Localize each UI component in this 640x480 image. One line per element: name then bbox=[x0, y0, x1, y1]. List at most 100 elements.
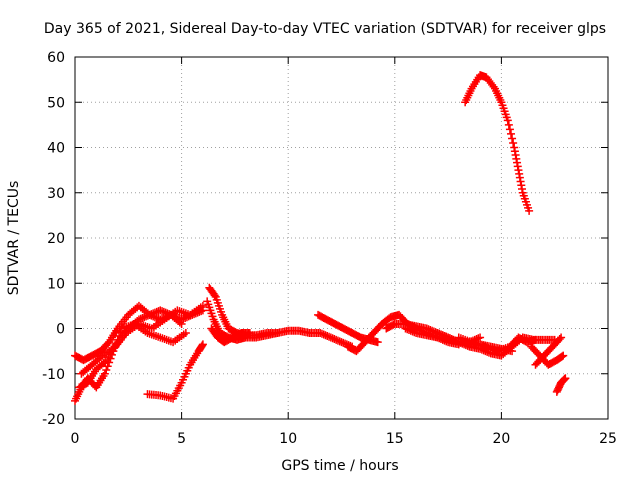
series-arc-start-3 bbox=[75, 306, 186, 392]
data-point bbox=[101, 357, 110, 366]
y-tick-label: 60 bbox=[47, 50, 65, 66]
plot-frame bbox=[74, 56, 609, 420]
data-point bbox=[321, 331, 330, 340]
y-tick-label: 10 bbox=[47, 276, 65, 292]
x-tick-label: 10 bbox=[279, 431, 297, 447]
data-point bbox=[245, 329, 254, 338]
data-point bbox=[445, 334, 454, 343]
data-point bbox=[323, 332, 332, 341]
data-point bbox=[273, 329, 282, 338]
series-arc-start-4 bbox=[77, 301, 207, 378]
data-point bbox=[410, 328, 419, 337]
data-point bbox=[332, 335, 341, 344]
data-point bbox=[210, 291, 219, 300]
y-tick-label: -10 bbox=[42, 367, 65, 383]
data-point bbox=[406, 326, 415, 335]
chart-title: Day 365 of 2021, Sidereal Day-to-day VTE… bbox=[44, 21, 606, 37]
series-arc-late-6 bbox=[552, 374, 570, 396]
data-point bbox=[325, 332, 334, 341]
data-point bbox=[557, 333, 566, 342]
series-arc-mid-4 bbox=[314, 310, 382, 347]
y-axis-label: SDTVAR / TECUs bbox=[6, 181, 22, 296]
data-point bbox=[138, 313, 147, 322]
data-point bbox=[102, 365, 111, 374]
data-point bbox=[489, 82, 498, 91]
y-tick-label: 30 bbox=[47, 186, 65, 202]
data-point bbox=[503, 116, 512, 125]
data-point bbox=[506, 129, 515, 138]
data-point bbox=[149, 309, 158, 318]
data-point bbox=[438, 331, 447, 340]
data-point bbox=[337, 338, 346, 347]
series-arc-low-1 bbox=[143, 340, 207, 403]
data-point bbox=[401, 324, 410, 333]
data-point bbox=[145, 310, 154, 319]
data-point bbox=[319, 330, 328, 339]
series-arc-late-3 bbox=[454, 333, 540, 356]
y-tick-label: -20 bbox=[42, 412, 65, 428]
series-arc-late-4 bbox=[527, 342, 568, 369]
data-point bbox=[147, 310, 156, 319]
data-point bbox=[525, 206, 534, 215]
data-point bbox=[100, 369, 109, 378]
y-tick-label: 0 bbox=[56, 322, 65, 338]
data-point bbox=[444, 333, 453, 342]
data-point bbox=[158, 307, 167, 316]
y-tick-label: 40 bbox=[47, 141, 65, 157]
data-point bbox=[531, 335, 540, 344]
data-point bbox=[156, 306, 165, 315]
data-point bbox=[143, 311, 152, 320]
data-point bbox=[198, 340, 207, 349]
data-point bbox=[177, 319, 186, 328]
data-point bbox=[508, 134, 517, 143]
data-point bbox=[433, 329, 442, 338]
data-point bbox=[333, 336, 342, 345]
data-point bbox=[505, 125, 514, 134]
data-point bbox=[442, 332, 451, 341]
data-point bbox=[150, 308, 159, 317]
data-point bbox=[447, 335, 456, 344]
x-tick-label: 0 bbox=[71, 431, 80, 447]
series-arc-mid-3 bbox=[207, 324, 254, 347]
data-point bbox=[339, 338, 348, 347]
data-point bbox=[476, 333, 485, 342]
data-point bbox=[440, 332, 449, 341]
x-axis-label: GPS time / hours bbox=[281, 458, 398, 474]
data-point bbox=[175, 318, 184, 327]
data-point bbox=[140, 313, 149, 322]
data-points bbox=[71, 71, 570, 405]
data-point bbox=[555, 335, 564, 344]
series-arc-peak bbox=[461, 71, 534, 215]
data-point bbox=[408, 327, 417, 336]
data-point bbox=[405, 326, 414, 335]
data-point bbox=[449, 335, 458, 344]
data-point bbox=[198, 301, 207, 310]
data-point bbox=[142, 312, 151, 321]
data-point bbox=[152, 307, 161, 316]
data-point bbox=[335, 337, 344, 346]
data-point bbox=[509, 138, 518, 147]
data-point bbox=[316, 329, 325, 338]
x-tick-label: 5 bbox=[177, 431, 186, 447]
series-arc-late-5 bbox=[531, 333, 566, 369]
data-point bbox=[422, 324, 431, 333]
data-point bbox=[504, 120, 513, 129]
data-point bbox=[558, 352, 567, 361]
data-point bbox=[159, 307, 168, 316]
axis-ticks: 0 5 10 15 20 25 -20 -10 0 10 20 30 40 50 60 bbox=[42, 50, 617, 447]
grid-lines bbox=[75, 57, 608, 419]
data-point bbox=[326, 333, 335, 342]
x-tick-label: 20 bbox=[492, 431, 510, 447]
data-point bbox=[559, 351, 568, 360]
x-tick-label: 15 bbox=[386, 431, 404, 447]
y-tick-label: 20 bbox=[47, 231, 65, 247]
data-point bbox=[561, 374, 570, 383]
data-point bbox=[181, 329, 190, 338]
data-point bbox=[328, 334, 337, 343]
data-point bbox=[373, 338, 382, 347]
data-point bbox=[330, 335, 339, 344]
x-tick-label: 25 bbox=[599, 431, 617, 447]
y-tick-label: 50 bbox=[47, 95, 65, 111]
data-point bbox=[435, 329, 444, 338]
